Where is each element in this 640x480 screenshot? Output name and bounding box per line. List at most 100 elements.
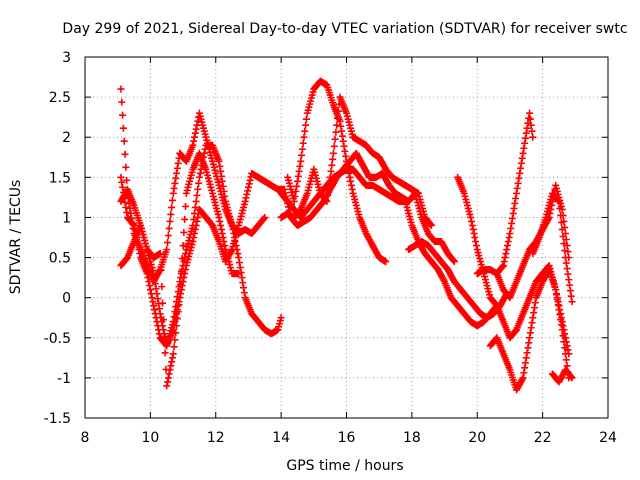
data-point [166, 217, 174, 225]
y-tick-label: -1.5 [44, 411, 71, 427]
series-arc-14 [529, 189, 576, 306]
data-point [144, 274, 152, 282]
data-point [118, 98, 126, 106]
data-point [515, 174, 523, 182]
data-point [280, 185, 288, 193]
data-point [174, 308, 182, 316]
data-point [219, 234, 227, 241]
data-point [192, 197, 200, 205]
data-point [554, 301, 562, 309]
data-point [220, 187, 228, 195]
data-point [513, 184, 521, 192]
chart-title: Day 299 of 2021, Sidereal Day-to-day VTE… [62, 21, 627, 37]
data-point [154, 295, 162, 303]
data-point [526, 115, 534, 123]
data-point [557, 321, 565, 329]
data-point [194, 185, 202, 193]
data-point [246, 176, 254, 184]
data-point [562, 259, 570, 267]
y-tick-label: 1 [62, 210, 71, 226]
y-axis-label: SDTVAR / TECUs [8, 180, 24, 295]
data-point [521, 139, 529, 147]
data-point [500, 258, 508, 266]
data-point [563, 362, 571, 370]
x-tick-label: 10 [141, 430, 159, 446]
data-point [239, 279, 247, 287]
data-point [193, 191, 201, 199]
data-point [174, 288, 182, 296]
data-point [562, 350, 570, 358]
data-point [345, 169, 353, 177]
plot-frame [84, 56, 609, 419]
data-point [567, 373, 575, 381]
data-point [195, 179, 203, 187]
data-point [236, 264, 244, 272]
data-point [526, 329, 534, 337]
data-point [119, 183, 127, 191]
data-point [119, 124, 127, 132]
y-tick-label: -0.5 [44, 331, 71, 347]
data-point [171, 179, 179, 187]
data-point [146, 282, 154, 290]
data-point [191, 129, 199, 137]
data-point [520, 369, 528, 377]
data-point [169, 189, 177, 197]
data-point [238, 274, 246, 282]
data-point [155, 305, 163, 313]
series-arc-4 [117, 149, 243, 390]
data-point [557, 218, 565, 226]
data-point [164, 239, 172, 247]
data-point [332, 128, 340, 136]
data-point [440, 276, 448, 284]
data-point [512, 189, 520, 197]
data-point [527, 121, 535, 129]
data-point [191, 133, 199, 141]
data-point [568, 374, 576, 382]
data-point [518, 375, 526, 383]
data-point [167, 362, 175, 370]
data-point [191, 203, 199, 211]
data-point [499, 263, 507, 271]
data-point [194, 213, 202, 221]
data-point [156, 310, 164, 318]
data-point [150, 270, 158, 278]
data-point [523, 349, 531, 357]
data-point [524, 344, 532, 352]
data-point [178, 255, 186, 263]
data-point [562, 356, 570, 364]
data-point [522, 129, 530, 137]
data-markers [117, 77, 576, 394]
data-point [215, 157, 223, 165]
data-point [159, 299, 167, 307]
data-point [149, 298, 157, 306]
data-point [173, 164, 181, 172]
data-point [329, 149, 337, 157]
data-point [565, 276, 573, 284]
data-point [191, 209, 199, 217]
data-point [506, 229, 514, 237]
data-point [182, 250, 190, 258]
y-tick-label: 2.5 [49, 90, 71, 106]
data-point [219, 182, 227, 190]
data-point [157, 266, 165, 274]
data-point [561, 344, 569, 352]
data-point [554, 196, 562, 204]
data-point [130, 221, 138, 229]
data-point [527, 324, 535, 332]
data-point [189, 238, 197, 246]
data-point [293, 177, 301, 185]
data-point [173, 322, 181, 330]
data-point [146, 286, 154, 294]
data-point [469, 225, 477, 233]
series-arc-13 [493, 109, 537, 278]
data-point [171, 336, 179, 344]
data-point [553, 291, 561, 299]
data-point [170, 184, 178, 192]
data-point [261, 213, 269, 221]
data-point [334, 114, 342, 122]
data-point [301, 127, 309, 135]
data-point [531, 299, 539, 307]
data-point [177, 268, 185, 276]
data-point [502, 250, 510, 258]
data-point [297, 157, 305, 165]
